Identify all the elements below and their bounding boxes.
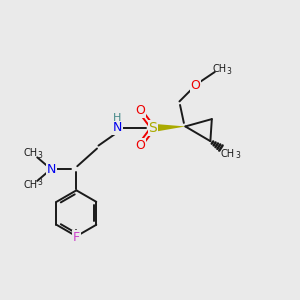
- Text: CH: CH: [213, 64, 227, 74]
- Text: S: S: [148, 121, 157, 135]
- Text: 3: 3: [235, 152, 240, 160]
- Text: CH: CH: [24, 180, 38, 190]
- Text: O: O: [191, 79, 201, 92]
- Text: F: F: [73, 231, 80, 244]
- Text: H: H: [113, 113, 121, 124]
- Text: 3: 3: [226, 67, 231, 76]
- Text: CH: CH: [24, 148, 38, 158]
- Text: N: N: [47, 163, 56, 176]
- Text: 3: 3: [38, 178, 43, 187]
- Text: 3: 3: [38, 151, 43, 160]
- Text: O: O: [135, 139, 145, 152]
- Text: CH: CH: [221, 149, 235, 159]
- Polygon shape: [153, 124, 185, 132]
- Text: N: N: [113, 122, 122, 134]
- Text: O: O: [135, 104, 145, 117]
